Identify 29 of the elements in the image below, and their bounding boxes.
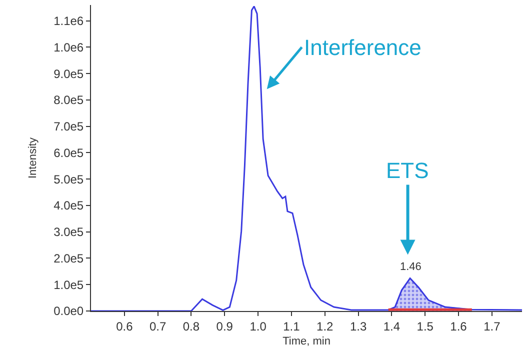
y-axis-title: Intensity: [27, 137, 40, 178]
x-tick-label: 0.8: [182, 319, 200, 334]
x-tick-label: 1.6: [450, 319, 468, 334]
x-tick-label: 0.6: [116, 319, 134, 334]
y-tick-label: 2.0e5: [54, 251, 84, 266]
y-tick-label: 6.0e5: [54, 146, 84, 160]
y-tick-label: 9.0e5: [54, 66, 84, 81]
x-tick-label: 1.1: [283, 319, 300, 334]
annotation: Interference: [304, 35, 422, 60]
y-tick-label: 5.0e5: [54, 172, 84, 186]
x-tick-label: 1.3: [350, 319, 367, 334]
y-tick-label: 7.0e5: [54, 120, 84, 134]
y-tick-label: 0.0e0: [54, 304, 84, 318]
y-tick-label: 3.0e5: [54, 225, 84, 240]
x-tick-label: 1.2: [316, 319, 334, 334]
x-tick-label: 1.0: [250, 319, 267, 334]
x-tick-label: 0.7: [149, 319, 166, 334]
y-tick-label: 4.0e5: [54, 198, 84, 213]
x-tick-label: 1.4: [383, 319, 400, 334]
x-tick-label: 1.7: [484, 319, 501, 334]
annotation: 1.46: [400, 261, 422, 273]
x-axis-title: Time, min: [282, 336, 330, 348]
y-tick-label: 1.1e6: [54, 14, 84, 28]
x-tick-label: 1.5: [416, 319, 434, 334]
annotation: ETS: [386, 158, 429, 183]
y-tick-label: 1.0e5: [54, 278, 84, 292]
y-tick-label: 8.0e5: [54, 93, 84, 108]
y-tick-label: 1.0e6: [54, 40, 84, 54]
x-tick-label: 0.9: [216, 319, 234, 334]
